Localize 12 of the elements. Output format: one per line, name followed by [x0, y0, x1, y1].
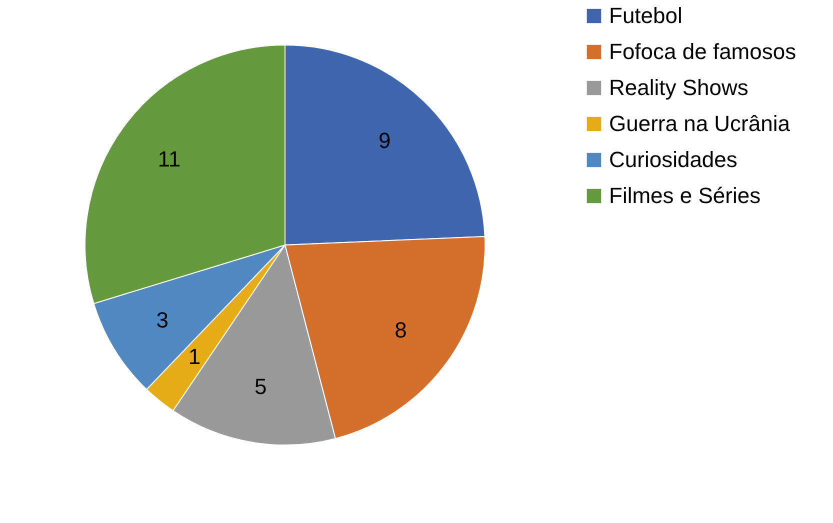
data-label: 3 — [156, 308, 169, 332]
legend-label: Curiosidades — [609, 147, 738, 172]
data-label: 5 — [254, 374, 267, 399]
legend-label: Futebol — [609, 3, 682, 28]
data-label: 1 — [188, 344, 201, 370]
data-label: 11 — [158, 146, 181, 172]
legend-label: Reality Shows — [609, 75, 748, 100]
legend-label: Filmes e Séries — [609, 183, 761, 208]
legend-label: Guerra na Ucrânia — [609, 111, 791, 136]
data-label: 8 — [394, 318, 407, 343]
data-label: 9 — [378, 128, 391, 154]
legend-label: Fofoca de famosos — [609, 39, 796, 64]
